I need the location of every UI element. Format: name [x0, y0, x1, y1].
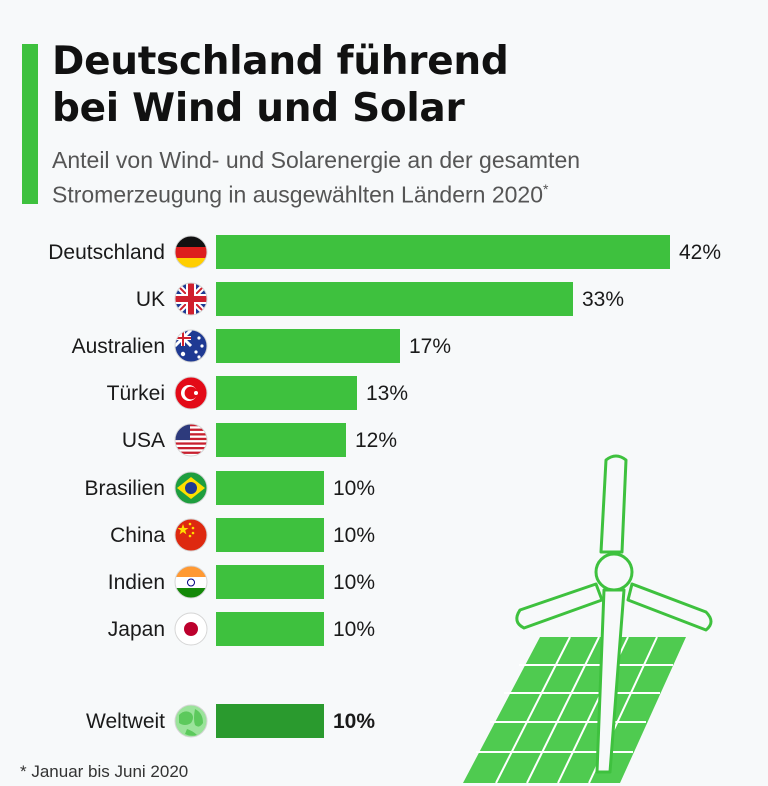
value-label: 10% [333, 710, 375, 733]
bar [216, 376, 357, 410]
category-label: Türkei [107, 382, 165, 405]
footnote: * Januar bis Juni 2020 [20, 762, 189, 781]
category-label: Indien [108, 571, 165, 594]
subtitle: Anteil von Wind- und Solarenergie an der… [52, 146, 580, 210]
bar [216, 329, 400, 363]
category-label: Japan [108, 618, 165, 641]
category-label: Australien [72, 335, 165, 358]
flag-germany-icon [174, 235, 208, 269]
value-label: 10% [333, 618, 375, 641]
subtitle-line-1: Anteil von Wind- und Solarenergie an der… [52, 147, 581, 173]
bar [216, 471, 324, 505]
solar-panel-icon [463, 636, 686, 784]
page-title: Deutschland führend bei Wind und Solar [52, 38, 509, 132]
value-label: 10% [333, 524, 375, 547]
category-label: UK [136, 288, 165, 311]
wind-solar-illustration [463, 454, 713, 784]
flag-turkey-icon [174, 376, 208, 410]
bar [216, 423, 346, 457]
accent-bar [22, 44, 38, 204]
flag-china-icon [174, 518, 208, 552]
flag-australia-icon [174, 329, 208, 363]
value-label: 42% [679, 241, 721, 264]
wind-turbine-icon [515, 454, 713, 774]
category-label: Brasilien [84, 477, 165, 500]
flag-japan-icon [174, 612, 208, 646]
category-label: China [110, 524, 165, 547]
title-line-1: Deutschland führend [52, 39, 509, 84]
subtitle-line-2: Stromerzeugung in ausgewählten Ländern 2… [52, 181, 544, 208]
category-label: Weltweit [86, 710, 165, 733]
globe-icon [174, 704, 208, 738]
value-label: 33% [582, 288, 624, 311]
flag-usa-icon [174, 423, 208, 457]
value-label: 10% [333, 571, 375, 594]
bar [216, 235, 670, 269]
bar [216, 282, 573, 316]
bar [216, 518, 324, 552]
value-label: 17% [409, 335, 451, 358]
value-label: 10% [333, 477, 375, 500]
category-label: USA [122, 429, 165, 452]
value-label: 12% [355, 429, 397, 452]
flag-brazil-icon [174, 471, 208, 505]
value-label: 13% [366, 382, 408, 405]
flag-uk-icon [174, 282, 208, 316]
bar [216, 565, 324, 599]
subtitle-footnote-mark: * [543, 181, 549, 197]
bar [216, 612, 324, 646]
title-line-2: bei Wind und Solar [52, 86, 465, 131]
flag-india-icon [174, 565, 208, 599]
bar [216, 704, 324, 738]
category-label: Deutschland [48, 241, 165, 264]
